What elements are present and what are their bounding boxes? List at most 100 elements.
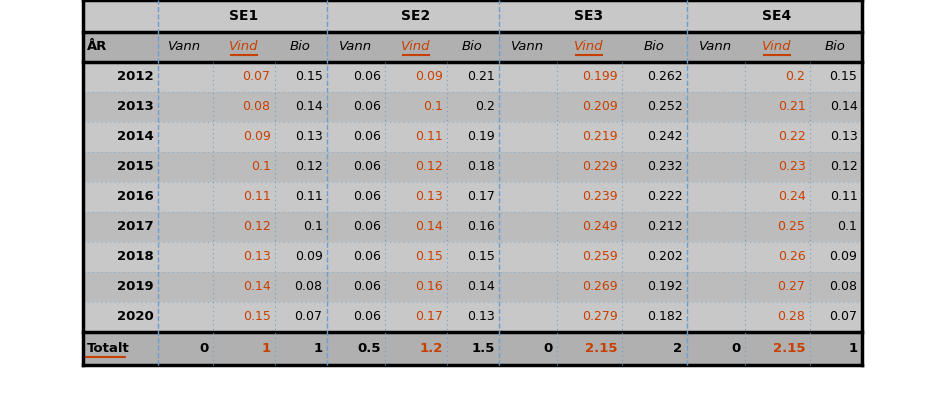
Text: 0.252: 0.252 <box>647 100 683 113</box>
Bar <box>384 0 447 32</box>
Bar <box>557 332 621 365</box>
Bar <box>498 272 557 302</box>
Bar <box>686 332 745 365</box>
Text: Vann: Vann <box>168 41 202 53</box>
Bar <box>158 332 212 365</box>
Text: 0.14: 0.14 <box>830 100 857 113</box>
Bar <box>82 62 158 92</box>
Text: 0.199: 0.199 <box>582 70 617 83</box>
Text: 0.17: 0.17 <box>466 190 495 203</box>
Text: 0.16: 0.16 <box>466 220 495 233</box>
Bar <box>158 0 212 32</box>
Text: 2019: 2019 <box>117 280 154 293</box>
Bar <box>745 332 810 365</box>
Text: Bio: Bio <box>825 41 846 53</box>
Text: 0.06: 0.06 <box>353 70 380 83</box>
Bar <box>621 272 686 302</box>
Bar <box>686 152 745 182</box>
Text: 2018: 2018 <box>117 250 154 263</box>
Text: 0.14: 0.14 <box>295 100 323 113</box>
Bar <box>447 212 498 242</box>
Bar <box>686 0 745 32</box>
Text: 0.222: 0.222 <box>647 190 683 203</box>
Text: 0.1: 0.1 <box>423 100 443 113</box>
Text: 0.11: 0.11 <box>243 190 271 203</box>
Bar <box>158 182 212 212</box>
Bar <box>447 0 498 32</box>
Bar <box>447 302 498 332</box>
Text: 0.18: 0.18 <box>466 160 495 173</box>
Bar <box>621 0 686 32</box>
Text: 0.232: 0.232 <box>647 160 683 173</box>
Bar <box>158 92 212 122</box>
Text: SE4: SE4 <box>763 9 792 23</box>
Bar <box>327 92 384 122</box>
Text: Vind: Vind <box>574 41 604 53</box>
Bar <box>557 62 621 92</box>
Text: 0.12: 0.12 <box>830 160 857 173</box>
Bar <box>621 212 686 242</box>
Text: 0.23: 0.23 <box>778 160 805 173</box>
Text: 0.2: 0.2 <box>785 70 805 83</box>
Bar <box>275 0 327 32</box>
Text: 0.14: 0.14 <box>414 220 443 233</box>
Bar <box>82 272 158 302</box>
Bar <box>384 242 447 272</box>
Text: 0.239: 0.239 <box>582 190 617 203</box>
Bar <box>686 182 745 212</box>
Bar <box>82 332 158 365</box>
Text: 1: 1 <box>261 342 271 355</box>
Text: SE2: SE2 <box>401 9 430 23</box>
Text: 0.11: 0.11 <box>414 130 443 143</box>
Text: 0.12: 0.12 <box>243 220 271 233</box>
Bar <box>447 242 498 272</box>
Bar <box>212 212 275 242</box>
Text: Vind: Vind <box>762 41 792 53</box>
Bar <box>327 182 384 212</box>
Bar <box>327 242 384 272</box>
Bar <box>275 242 327 272</box>
Bar <box>275 152 327 182</box>
Bar <box>384 212 447 242</box>
Text: 0.06: 0.06 <box>353 250 380 263</box>
Text: 0.09: 0.09 <box>414 70 443 83</box>
Text: 0.2: 0.2 <box>475 100 495 113</box>
Bar <box>447 182 498 212</box>
Bar <box>498 182 557 212</box>
Text: 0.219: 0.219 <box>582 130 617 143</box>
Bar <box>557 0 621 32</box>
Bar <box>745 62 810 92</box>
Bar <box>212 302 275 332</box>
Text: 2020: 2020 <box>117 310 154 324</box>
Bar <box>447 32 498 62</box>
Bar <box>327 32 384 62</box>
Bar <box>810 302 862 332</box>
Bar <box>447 92 498 122</box>
Bar <box>327 0 384 32</box>
Text: 0.1: 0.1 <box>250 160 271 173</box>
Bar <box>275 182 327 212</box>
Bar <box>384 332 447 365</box>
Bar <box>275 212 327 242</box>
Text: 0.09: 0.09 <box>830 250 857 263</box>
Text: 0.06: 0.06 <box>353 130 380 143</box>
Text: 0.12: 0.12 <box>295 160 323 173</box>
Text: 0.19: 0.19 <box>466 130 495 143</box>
Text: 1: 1 <box>313 342 323 355</box>
Text: 0.12: 0.12 <box>414 160 443 173</box>
Bar <box>327 62 384 92</box>
Bar <box>557 242 621 272</box>
Text: Bio: Bio <box>462 41 483 53</box>
Bar <box>384 92 447 122</box>
Bar <box>82 302 158 332</box>
Bar <box>810 152 862 182</box>
Bar <box>621 302 686 332</box>
Bar <box>275 32 327 62</box>
Bar <box>212 62 275 92</box>
Text: SE1: SE1 <box>228 9 258 23</box>
Bar <box>498 242 557 272</box>
Text: 0.07: 0.07 <box>243 70 271 83</box>
Text: Totalt: Totalt <box>87 342 129 355</box>
Text: 0: 0 <box>199 342 209 355</box>
Bar <box>557 92 621 122</box>
